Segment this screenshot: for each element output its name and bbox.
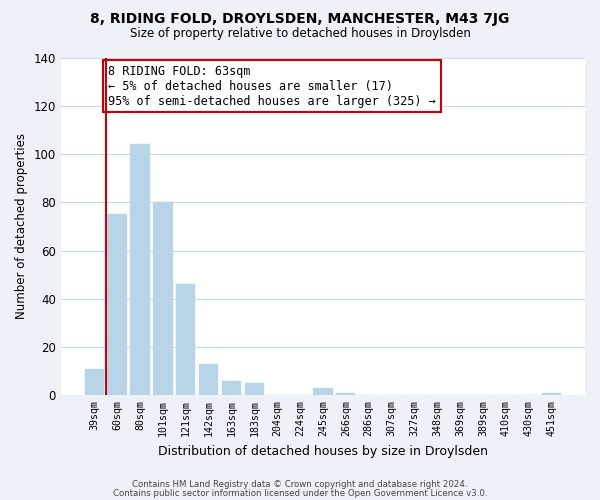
Bar — [336, 393, 355, 396]
Bar — [153, 202, 173, 396]
Y-axis label: Number of detached properties: Number of detached properties — [15, 134, 28, 320]
Bar — [245, 383, 264, 396]
X-axis label: Distribution of detached houses by size in Droylsden: Distribution of detached houses by size … — [158, 444, 488, 458]
Bar — [222, 381, 241, 396]
Text: Contains HM Land Registry data © Crown copyright and database right 2024.: Contains HM Land Registry data © Crown c… — [132, 480, 468, 489]
Text: 8, RIDING FOLD, DROYLSDEN, MANCHESTER, M43 7JG: 8, RIDING FOLD, DROYLSDEN, MANCHESTER, M… — [91, 12, 509, 26]
Bar — [107, 214, 127, 396]
Bar — [199, 364, 218, 396]
Bar — [542, 393, 561, 396]
Text: Contains public sector information licensed under the Open Government Licence v3: Contains public sector information licen… — [113, 488, 487, 498]
Bar — [85, 369, 104, 396]
Text: 8 RIDING FOLD: 63sqm
← 5% of detached houses are smaller (17)
95% of semi-detach: 8 RIDING FOLD: 63sqm ← 5% of detached ho… — [108, 64, 436, 108]
Bar — [176, 284, 196, 396]
Bar — [313, 388, 332, 396]
Text: Size of property relative to detached houses in Droylsden: Size of property relative to detached ho… — [130, 28, 470, 40]
Bar — [130, 144, 150, 396]
